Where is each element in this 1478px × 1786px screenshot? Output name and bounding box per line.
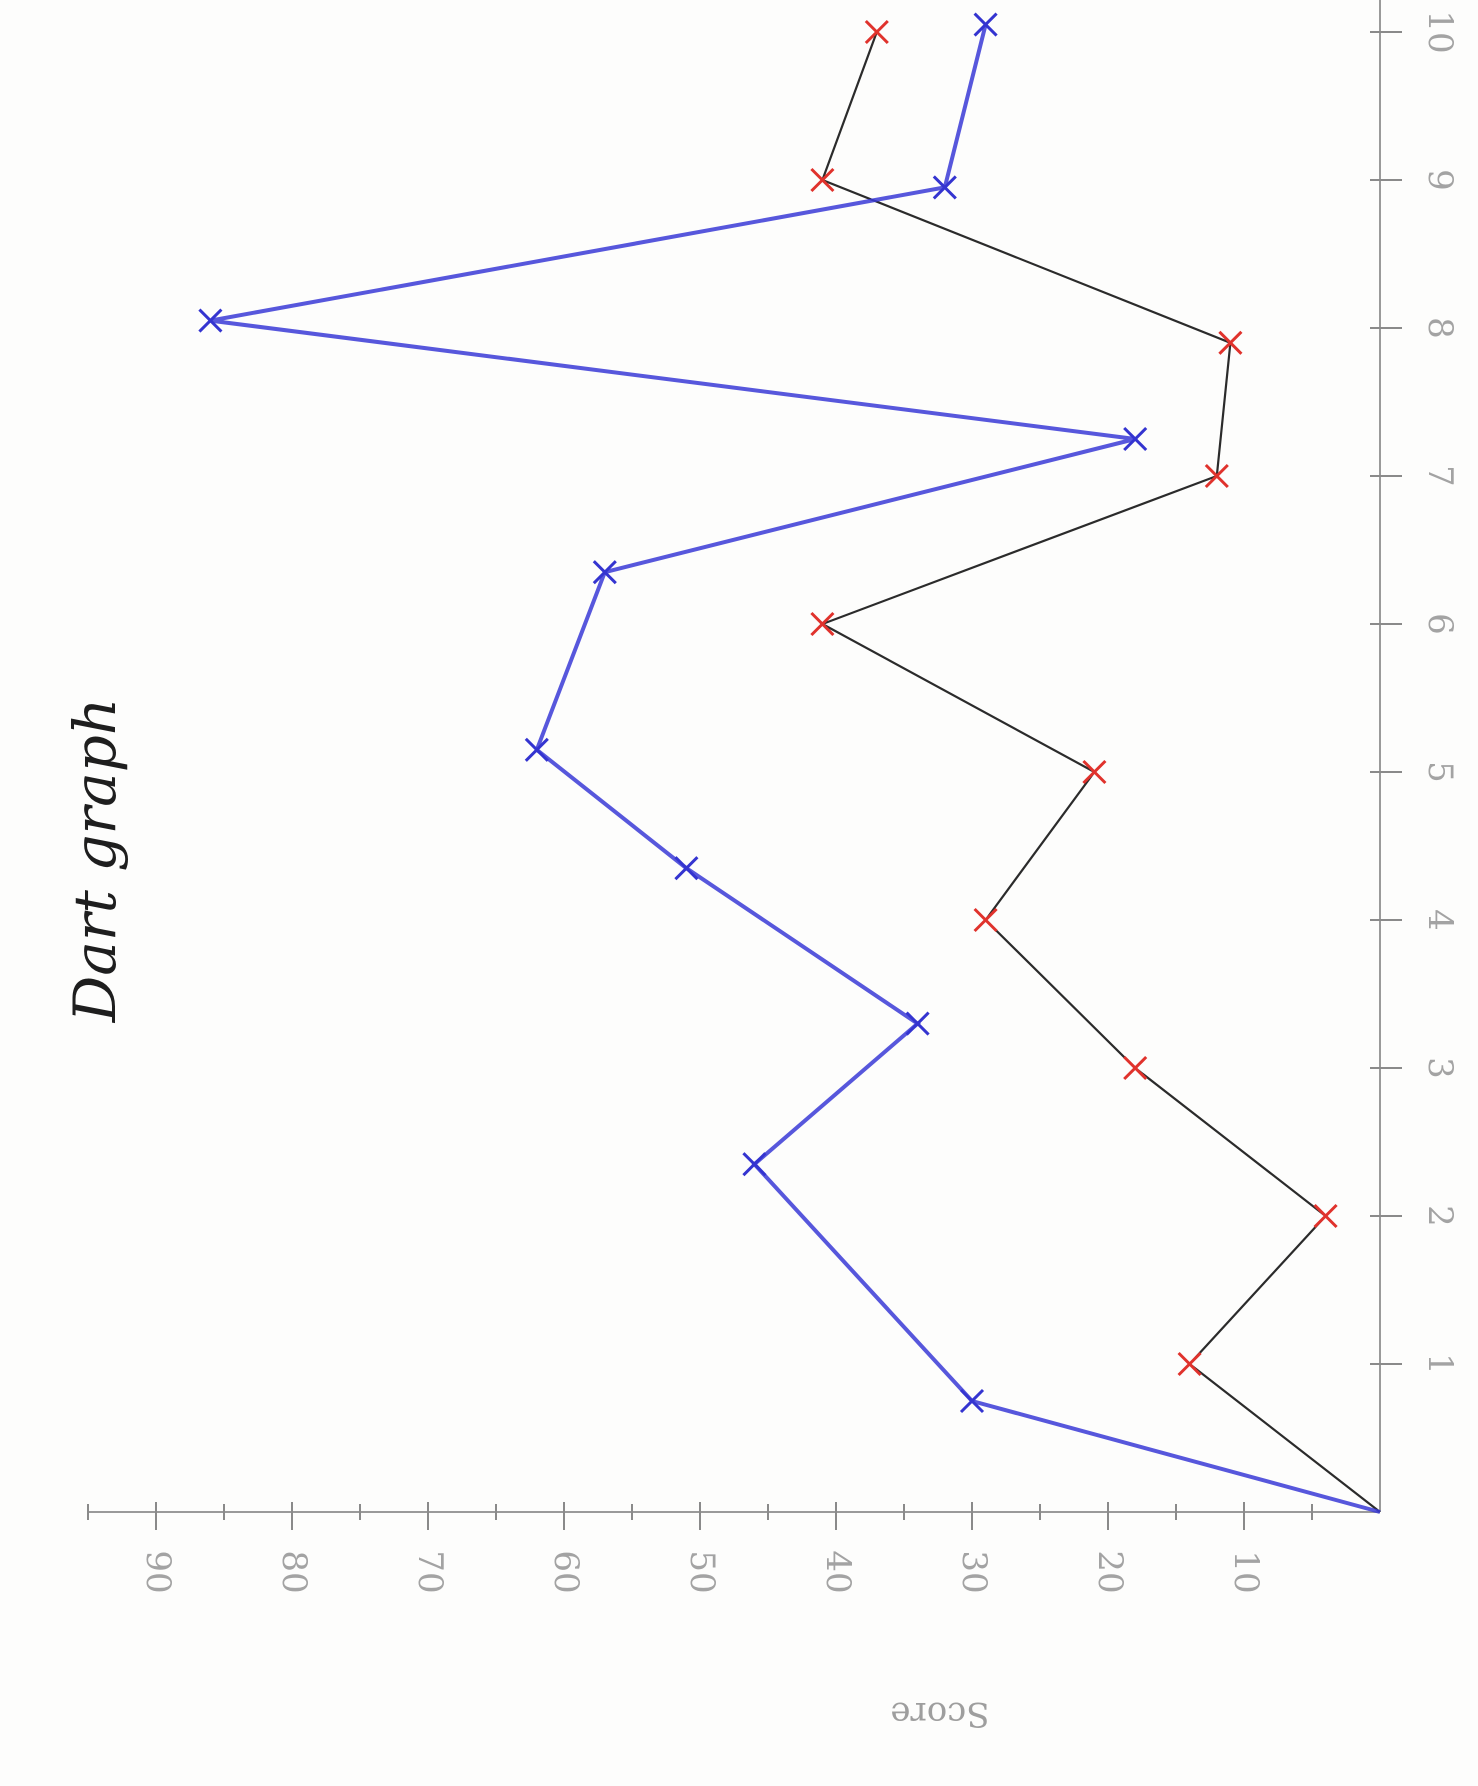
data-point-stroke (905, 1011, 930, 1036)
data-point-stroke (1123, 426, 1148, 452)
y-axis-title: Score (890, 1694, 989, 1734)
data-point-stroke (1204, 463, 1229, 489)
data-point (810, 611, 835, 637)
data-point (1123, 426, 1148, 452)
y-tick-label: 70 (410, 1550, 450, 1593)
data-point-stroke (1123, 1055, 1148, 1081)
data-point-stroke (864, 19, 889, 45)
data-point-stroke (742, 1152, 767, 1177)
data-point-stroke (932, 175, 957, 200)
axes (88, 0, 1381, 1513)
data-point (973, 907, 998, 933)
data-point-stroke (524, 737, 549, 762)
data-point (810, 167, 835, 193)
y-tick-label: 30 (954, 1550, 994, 1593)
data-point-stroke (959, 1388, 985, 1414)
data-point-stroke (1082, 759, 1107, 785)
series-line (819, 31, 1381, 1513)
x-tick-label: 6 (1420, 613, 1460, 635)
y-tick-label: 50 (682, 1550, 722, 1593)
y-tick-label: 60 (546, 1550, 586, 1593)
data-point (1082, 759, 1107, 785)
data-point (674, 856, 699, 881)
chart-title: Dart graph (61, 698, 129, 1023)
data-point (1177, 1351, 1202, 1377)
series-markers (198, 12, 1338, 1414)
x-tick-label: 3 (1420, 1057, 1460, 1079)
data-point (864, 19, 889, 45)
x-tick-label: 9 (1420, 169, 1460, 191)
data-point (1218, 330, 1243, 355)
data-point (1313, 1203, 1338, 1229)
chart-text: 1 2 3 4 5 6 7 8 9 10 10 20 30 40 50 60 70 80 90 Dart graph S… (61, 10, 1460, 1734)
data-point (932, 175, 957, 200)
data-point (1204, 463, 1229, 489)
data-point-stroke (810, 611, 835, 637)
data-point-stroke (1177, 1351, 1202, 1377)
y-tick-label: 40 (818, 1550, 858, 1593)
y-tick-label: 10 (1226, 1550, 1266, 1593)
data-point (973, 12, 998, 37)
x-tick-label: 4 (1420, 909, 1460, 931)
x-tick-label: 5 (1420, 761, 1460, 783)
data-point-stroke (592, 560, 617, 585)
data-point-stroke (1313, 1203, 1338, 1229)
data-point (905, 1011, 930, 1036)
x-tick-label: 8 (1420, 317, 1460, 339)
series-line (210, 24, 1381, 1514)
data-point (198, 308, 223, 333)
data-point-stroke (973, 12, 998, 37)
data-point (592, 560, 617, 585)
x-tick-label: 10 (1420, 10, 1460, 53)
x-tick-label: 1 (1420, 1353, 1460, 1375)
data-point (959, 1388, 985, 1414)
series-lines (210, 24, 1381, 1514)
y-tick-label: 20 (1090, 1550, 1130, 1593)
y-tick-label: 80 (274, 1550, 314, 1593)
data-point-stroke (973, 907, 998, 933)
data-point (1123, 1055, 1148, 1081)
data-point-stroke (1218, 330, 1243, 355)
data-point (524, 737, 549, 762)
data-point-stroke (810, 167, 835, 193)
ticks (87, 31, 1402, 1530)
x-tick-label: 2 (1420, 1205, 1460, 1227)
data-point-stroke (198, 308, 223, 333)
data-point (742, 1152, 767, 1177)
y-tick-label: 90 (138, 1550, 178, 1593)
data-point-stroke (674, 856, 699, 881)
x-tick-label: 7 (1420, 465, 1460, 487)
